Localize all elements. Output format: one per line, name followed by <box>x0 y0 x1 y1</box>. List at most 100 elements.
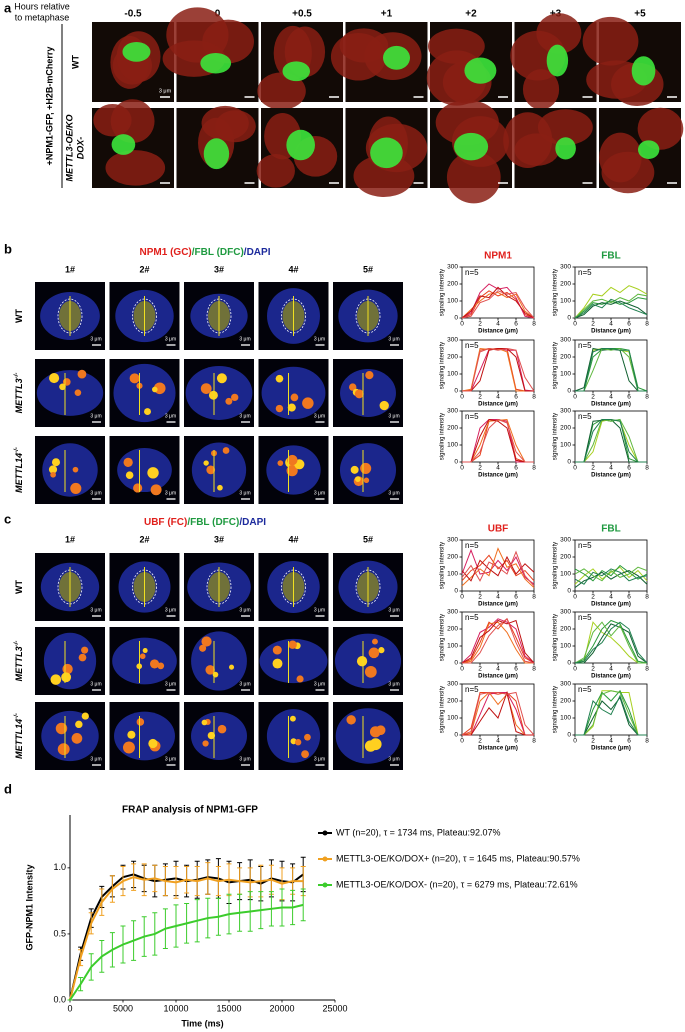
x-tick-label: 8 <box>645 394 649 401</box>
nucleus <box>522 69 560 110</box>
x-tick-label: 6 <box>514 738 518 745</box>
series-line <box>461 548 535 585</box>
x-tick-label: 8 <box>532 394 536 401</box>
y-tick-label: 300 <box>447 609 458 616</box>
row-name: METTL14 <box>14 719 24 759</box>
nucleolus <box>356 656 368 667</box>
side-label: +NPM1-GFP, +H2B-mCherry <box>44 47 54 166</box>
nucleus <box>256 154 295 188</box>
nucleolus <box>122 41 151 62</box>
nucleolus <box>631 56 656 86</box>
nucleolus <box>127 730 136 739</box>
nucleolus <box>129 373 140 384</box>
scale-label: 3 μm <box>314 490 325 496</box>
stain-part: UBF (FC) <box>144 517 187 528</box>
nucleolus <box>48 465 58 474</box>
scale-label: 3 μm <box>314 607 325 613</box>
y-tick-label: 100 <box>560 298 571 305</box>
series-line <box>574 285 648 319</box>
nucleolus <box>363 477 370 484</box>
series-line <box>462 418 534 463</box>
y-tick-label: 100 <box>447 715 458 722</box>
scale-label: 3 μm <box>388 756 399 762</box>
scale-label: 3 μm <box>90 756 101 762</box>
y-axis-label: signaling intensity <box>553 542 559 589</box>
y-tick-label: 200 <box>560 626 571 633</box>
nucleolus <box>142 648 148 654</box>
series-line <box>461 290 535 319</box>
x-tick-label: 4 <box>609 321 613 328</box>
annotation: n=5 <box>465 685 479 694</box>
y-tick-label: 100 <box>447 298 458 305</box>
y-tick-label: 200 <box>447 554 458 561</box>
x-tick-label: 4 <box>609 465 613 472</box>
scale-label: 3 μm <box>239 607 250 613</box>
nucleolus <box>61 672 72 683</box>
row-name: METTL3 <box>14 646 24 681</box>
x-tick-label: 2 <box>591 738 595 745</box>
nucleolus <box>201 636 212 647</box>
nucleolus <box>346 715 356 725</box>
stain-part: NPM1 (GC) <box>140 247 192 258</box>
row-label: DOX- <box>75 137 85 160</box>
x-tick-label: 6 <box>627 738 631 745</box>
nucleolus <box>349 383 357 391</box>
y-tick-label: 0 <box>454 459 458 466</box>
error-bar <box>300 888 306 922</box>
stain-part: /DAPI <box>239 517 266 528</box>
x-tick-label: 8 <box>645 738 649 745</box>
x-tick-label: 0 <box>573 666 577 673</box>
y-axis-label: signaling intensity <box>553 614 559 661</box>
y-axis-label: GFP-NPM1 Intensity <box>24 864 34 950</box>
nucleolus <box>289 715 296 722</box>
y-axis-label: signaling intensity <box>440 614 446 661</box>
y-axis-label: signaling intensity <box>440 269 446 316</box>
nucleolus <box>290 393 299 402</box>
y-tick-label: 0 <box>454 388 458 395</box>
nucleolus <box>354 389 364 399</box>
nucleolus <box>57 743 70 756</box>
nucleolus <box>275 374 284 383</box>
nucleus <box>261 366 326 420</box>
nucleolus <box>133 483 143 493</box>
y-tick-label: 200 <box>560 554 571 561</box>
nucleolus <box>139 653 146 660</box>
nucleolus <box>294 739 302 746</box>
series-line <box>574 300 648 319</box>
y-tick-label: 300 <box>560 337 571 344</box>
nucleus <box>41 710 99 762</box>
nucleolus <box>77 369 87 379</box>
nucleus <box>117 447 172 493</box>
x-tick-label: 6 <box>514 666 518 673</box>
y-axis-label: signaling intensity <box>440 542 446 589</box>
nucleolus <box>125 471 134 480</box>
nucleus <box>330 32 386 81</box>
annotation: n=5 <box>465 613 479 622</box>
nucleolus <box>147 467 159 479</box>
y-tick-label: 200 <box>447 281 458 288</box>
scale-label: 3 μm <box>90 336 101 342</box>
row-label: METTL14-/- <box>14 447 25 493</box>
nucleus <box>637 107 684 150</box>
nucleolus <box>216 373 227 384</box>
nucleolus <box>207 731 216 740</box>
y-tick-label: 100 <box>560 571 571 578</box>
legend-label: METTL3-OE/KO/DOX- (n=20), τ = 6279 ms, P… <box>336 879 578 889</box>
stain-part: /FBL (DFC) <box>192 247 244 258</box>
scale-label: 3 μm <box>239 413 250 419</box>
y-axis-label: signaling intensity <box>553 269 559 316</box>
column-label: 4# <box>288 534 298 544</box>
row-sup: -/- <box>14 641 20 647</box>
axis-title: to metaphase <box>15 12 70 22</box>
x-tick-label: 2 <box>478 594 482 601</box>
annotation: n=5 <box>465 268 479 277</box>
scale-label: 3 μm <box>239 490 250 496</box>
nucleolus <box>202 740 209 747</box>
nucleolus <box>72 466 79 473</box>
stain-title: NPM1 (GC)/FBL (DFC)/DAPI <box>140 247 271 258</box>
nucleolus <box>453 132 489 161</box>
nucleolus <box>365 370 374 380</box>
series-line <box>574 564 648 582</box>
nucleolus <box>148 738 158 749</box>
x-axis-label: Time (ms) <box>181 1018 223 1028</box>
